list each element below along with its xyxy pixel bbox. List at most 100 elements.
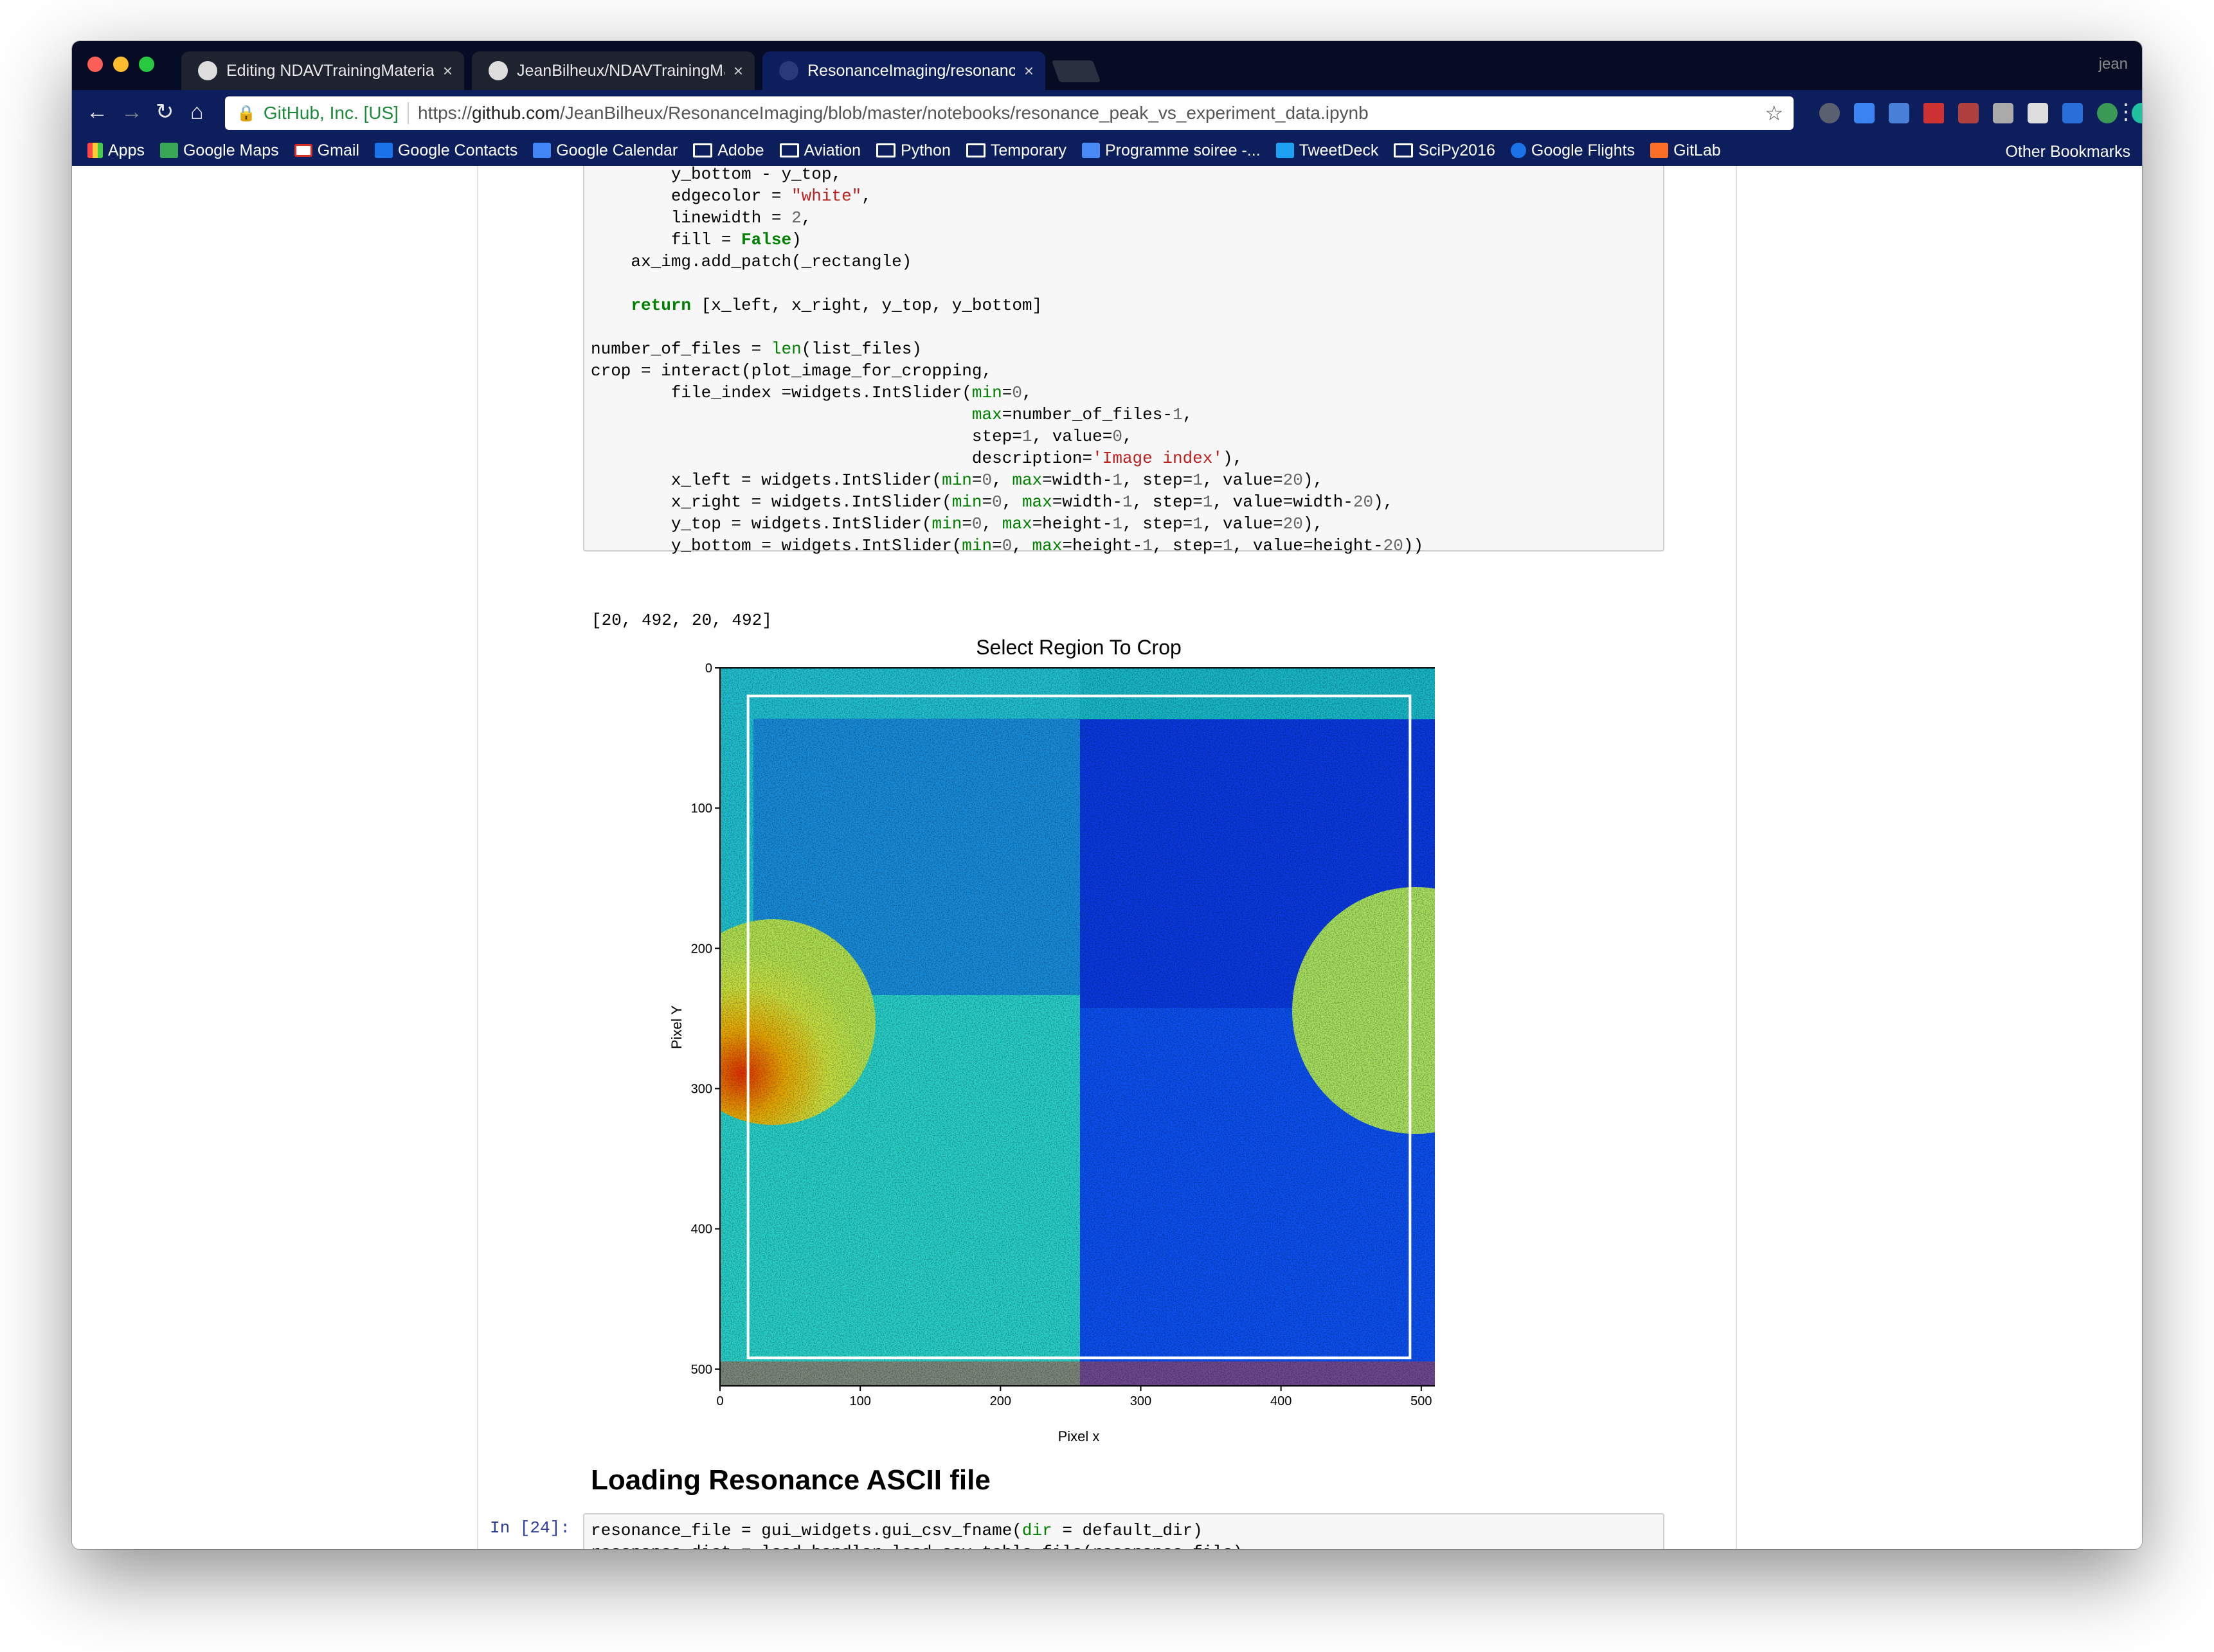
bookmark-apps[interactable]: Apps xyxy=(87,141,145,160)
gmail-icon xyxy=(294,144,312,157)
bookmark-google-contacts[interactable]: Google Contacts xyxy=(374,141,518,160)
bookmark-gitlab[interactable]: GitLab xyxy=(1650,141,1721,160)
maps-icon xyxy=(159,143,178,158)
y-axis-label: Pixel Y xyxy=(669,1005,685,1049)
bookmark-google-flights[interactable]: Google Flights xyxy=(1510,141,1635,160)
y-tick-label: 100 xyxy=(691,802,712,816)
extension-chart-icon[interactable] xyxy=(2097,103,2118,123)
bookmark-label: TweetDeck xyxy=(1299,141,1379,159)
folder-icon xyxy=(966,143,986,157)
section-heading: Loading Resonance ASCII file xyxy=(591,1464,991,1496)
extension-m-icon[interactable] xyxy=(2132,103,2142,123)
bookmark-adobe[interactable]: Adobe xyxy=(693,141,764,160)
bookmark-aviation[interactable]: Aviation xyxy=(779,141,861,160)
y-tick-label: 300 xyxy=(691,1082,712,1096)
apps-grid-icon xyxy=(87,143,103,158)
close-tab-icon[interactable]: × xyxy=(442,60,453,80)
bookmark-label: Aviation xyxy=(804,141,861,159)
back-button[interactable]: ← xyxy=(86,100,108,124)
code-cell[interactable]: resonance_file = gui_widgets.gui_csv_fna… xyxy=(583,1513,1664,1549)
bookmark-gmail[interactable]: Gmail xyxy=(294,141,359,160)
extension-translate-icon[interactable] xyxy=(1889,103,1909,123)
url-text[interactable]: https://github.com/JeanBilheux/Resonance… xyxy=(418,103,1369,123)
bookmark-label: Apps xyxy=(108,141,145,159)
calendar-icon xyxy=(533,143,552,158)
x-axis-ticks: 0 100 200 300 400 500 xyxy=(716,1386,1432,1408)
extension-window-icon[interactable] xyxy=(1993,103,2013,123)
column-border-left xyxy=(477,166,478,1549)
bookmark-label: Adobe xyxy=(717,141,764,159)
url-path: /JeanBilheux/ResonanceImaging/blob/maste… xyxy=(559,103,1369,123)
code-block: resonance_file = gui_widgets.gui_csv_fna… xyxy=(591,1521,1243,1549)
dropbox-icon[interactable] xyxy=(2062,103,2083,123)
address-bar[interactable]: 🔒 GitHub, Inc. [US] https://github.com/J… xyxy=(225,96,1794,130)
browser-toolbar: ← → ↻ ⌂ 🔒 GitHub, Inc. [US] https://gith… xyxy=(72,90,2142,135)
y-tick-label: 200 xyxy=(691,942,712,956)
minimize-window-button[interactable] xyxy=(113,57,129,72)
folder-icon xyxy=(876,143,896,157)
bookmark-label: Google Calendar xyxy=(556,141,678,159)
bookmark-label: Gmail xyxy=(317,141,359,159)
other-bookmarks-label: Other Bookmarks xyxy=(2005,143,2130,161)
bookmark-google-maps[interactable]: Google Maps xyxy=(159,141,279,160)
extension-note-icon[interactable] xyxy=(2028,103,2048,123)
plot-frame xyxy=(719,667,1435,1387)
tab-editing-ndav[interactable]: Editing NDAVTrainingMaterial/ × xyxy=(181,51,464,90)
code-cell[interactable]: y_bottom - y_top, edgecolor = "white", l… xyxy=(583,166,1664,555)
folder-icon xyxy=(693,143,713,157)
github-icon xyxy=(779,61,798,80)
bookmark-python[interactable]: Python xyxy=(876,141,951,160)
github-icon xyxy=(198,61,217,80)
x-tick-label: 200 xyxy=(990,1394,1011,1408)
browser-menu-icon[interactable]: ⋮ xyxy=(2115,100,2137,124)
tab-resonance-imaging[interactable]: ResonanceImaging/resonance × xyxy=(762,51,1045,90)
y-tick-label: 0 xyxy=(705,661,712,676)
bookmark-star-icon[interactable]: ☆ xyxy=(1765,102,1783,125)
extension-gear-icon[interactable] xyxy=(1819,103,1840,123)
x-axis-label: Pixel x xyxy=(1058,1428,1100,1444)
heatmap-image xyxy=(720,668,1435,1386)
x-tick-label: 100 xyxy=(849,1394,870,1408)
document-icon xyxy=(1081,143,1100,158)
bookmark-label: Google Contacts xyxy=(397,141,518,159)
new-tab-button[interactable] xyxy=(1051,60,1101,82)
bookmark-scipy2016[interactable]: SciPy2016 xyxy=(1394,141,1495,160)
x-tick-label: 500 xyxy=(1410,1394,1432,1408)
close-tab-icon[interactable]: × xyxy=(1023,60,1034,80)
extension-expand-icon[interactable] xyxy=(1854,103,1875,123)
notebook-content: y_bottom - y_top, edgecolor = "white", l… xyxy=(72,166,2142,1549)
home-button[interactable]: ⌂ xyxy=(190,100,204,124)
close-window-button[interactable] xyxy=(87,57,103,72)
extension-block-icon[interactable] xyxy=(1923,103,1944,123)
lock-icon: 🔒 xyxy=(237,104,256,122)
extension-camera-icon[interactable] xyxy=(1958,103,1979,123)
folder-icon xyxy=(1394,143,1414,157)
zoom-window-button[interactable] xyxy=(139,57,154,72)
tab-title: ResonanceImaging/resonance xyxy=(807,61,1015,80)
separator xyxy=(407,102,409,124)
bookmark-tweetdeck[interactable]: TweetDeck xyxy=(1275,141,1379,160)
x-tick-label: 0 xyxy=(716,1394,723,1408)
cell-prompt: In [24]: xyxy=(490,1518,570,1538)
bookmark-temporary[interactable]: Temporary xyxy=(966,141,1066,160)
crop-rectangle xyxy=(746,694,1412,1360)
y-axis-ticks: 0 100 200 300 400 500 xyxy=(691,661,720,1377)
bookmark-label: Temporary xyxy=(990,141,1066,159)
tab-ndav-training[interactable]: JeanBilheux/NDAVTrainingMat × xyxy=(472,51,755,90)
close-tab-icon[interactable]: × xyxy=(733,60,743,80)
flights-icon xyxy=(1510,143,1526,158)
reload-button[interactable]: ↻ xyxy=(156,100,174,124)
x-tick-label: 300 xyxy=(1130,1394,1151,1408)
tab-title: Editing NDAVTrainingMaterial/ xyxy=(226,61,434,80)
forward-button[interactable]: → xyxy=(121,100,143,124)
bookmarks-bar: Apps Google Maps Gmail Google Contacts G… xyxy=(72,135,2142,166)
bookmark-label: Python xyxy=(901,141,951,159)
profile-name[interactable]: jean xyxy=(2098,55,2128,73)
plot-title: Select Region To Crop xyxy=(976,636,1182,659)
security-label[interactable]: GitHub, Inc. [US] xyxy=(263,103,399,123)
other-bookmarks[interactable]: Other Bookmarks xyxy=(2000,143,2130,161)
bookmark-google-calendar[interactable]: Google Calendar xyxy=(533,141,678,160)
x-tick-label: 400 xyxy=(1270,1394,1292,1408)
bookmark-programme-soiree[interactable]: Programme soiree -... xyxy=(1081,141,1261,160)
gitlab-icon xyxy=(1650,143,1669,158)
